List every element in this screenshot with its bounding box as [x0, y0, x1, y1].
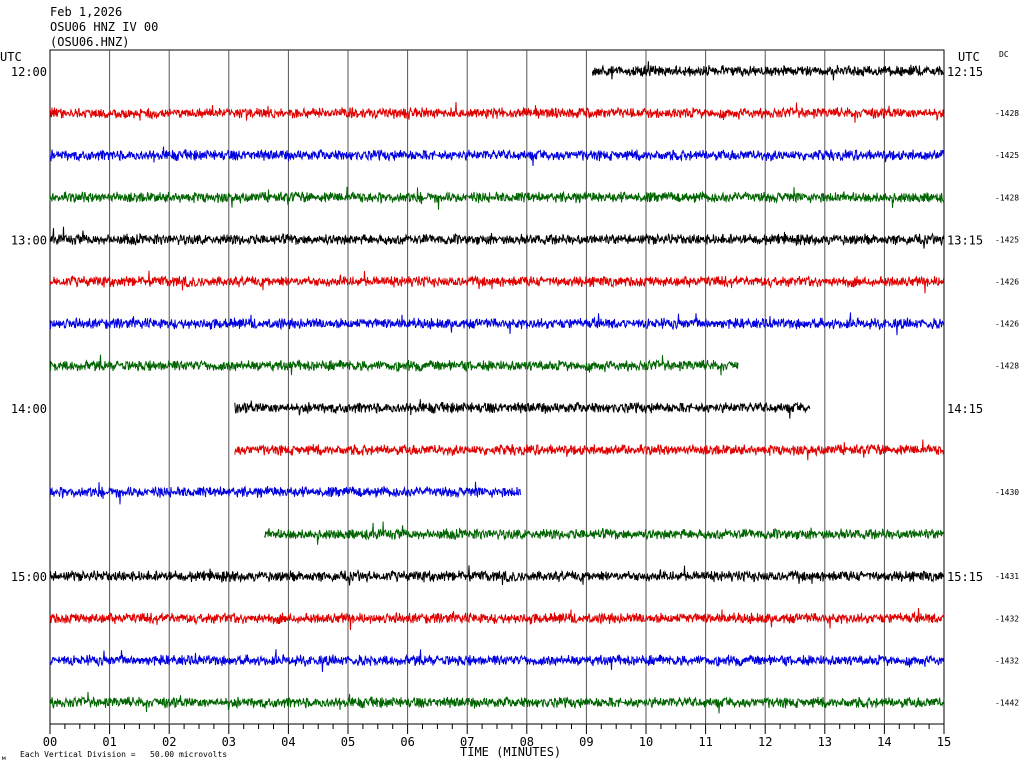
- trace-red: [235, 440, 944, 461]
- dc-offset-label: -1428: [995, 362, 1019, 371]
- x-axis-title: TIME (MINUTES): [460, 745, 561, 759]
- header-date: Feb 1,2026: [50, 5, 122, 19]
- trace-black: [592, 61, 944, 80]
- x-tick-label: 03: [222, 735, 236, 749]
- trace-black: [235, 399, 810, 418]
- left-time-label: 12:00: [11, 65, 47, 79]
- left-axis-label: UTC: [0, 50, 22, 64]
- trace-group: [50, 61, 944, 713]
- x-tick-label: 14: [877, 735, 891, 749]
- dc-offset-label: -1425: [995, 235, 1019, 244]
- right-time-label: 14:15: [947, 402, 983, 416]
- x-tick-label: 00: [43, 735, 57, 749]
- dc-offset-label: -1425: [995, 151, 1019, 160]
- dc-offset-label: -1428: [995, 193, 1019, 202]
- trace-red: [50, 102, 944, 123]
- trace-green: [265, 522, 944, 545]
- trace-green: [50, 187, 944, 210]
- x-tick-label: 12: [758, 735, 772, 749]
- trace-blue: [50, 312, 944, 335]
- x-tick-label: 04: [281, 735, 295, 749]
- x-tick-label: 06: [400, 735, 414, 749]
- x-tick-label: 11: [698, 735, 712, 749]
- corner-mark: м: [2, 755, 6, 762]
- dc-offset-label: -1431: [995, 572, 1019, 581]
- dc-offset-label: -1426: [995, 320, 1019, 329]
- trace-red: [50, 608, 944, 630]
- trace-black: [50, 227, 944, 249]
- header-station: OSU06 HNZ IV 00: [50, 20, 158, 34]
- trace-blue: [50, 649, 944, 672]
- right-time-label: 15:15: [947, 570, 983, 584]
- trace-blue: [50, 147, 944, 166]
- x-tick-label: 15: [937, 735, 951, 749]
- dc-offset-label: -1428: [995, 109, 1019, 118]
- right-axis-label: UTC: [958, 50, 980, 64]
- dc-offset-label: -1432: [995, 656, 1019, 665]
- left-time-label: 14:00: [11, 402, 47, 416]
- right-time-label: 13:15: [947, 233, 983, 247]
- time-label-group: 12:00 12:15 -1428 -1425 -1428 13:00 13:15 -1425…: [11, 65, 1019, 708]
- x-tick-label: 09: [579, 735, 593, 749]
- x-tick-label: 05: [341, 735, 355, 749]
- dc-offset-label: -1426: [995, 278, 1019, 287]
- scale-note: Each Vertical Division = 50.00 microvolt…: [20, 750, 227, 759]
- trace-red: [50, 271, 944, 294]
- right-time-label: 12:15: [947, 65, 983, 79]
- left-time-label: 13:00: [11, 233, 47, 247]
- x-tick-label: 13: [818, 735, 832, 749]
- trace-green: [50, 692, 944, 713]
- trace-black: [50, 565, 944, 585]
- x-tick-label: 10: [639, 735, 653, 749]
- trace-green: [50, 355, 738, 376]
- x-tick-label: 01: [102, 735, 116, 749]
- trace-blue: [50, 482, 521, 505]
- dc-offset-label: -1430: [995, 488, 1019, 497]
- grid-lines: [110, 50, 885, 724]
- dc-offset-label: -1442: [995, 699, 1019, 708]
- header-code: (OSU06.HNZ): [50, 35, 129, 49]
- dc-label: DC: [999, 50, 1009, 59]
- dc-offset-label: -1432: [995, 614, 1019, 623]
- x-tick-label: 02: [162, 735, 176, 749]
- left-time-label: 15:00: [11, 570, 47, 584]
